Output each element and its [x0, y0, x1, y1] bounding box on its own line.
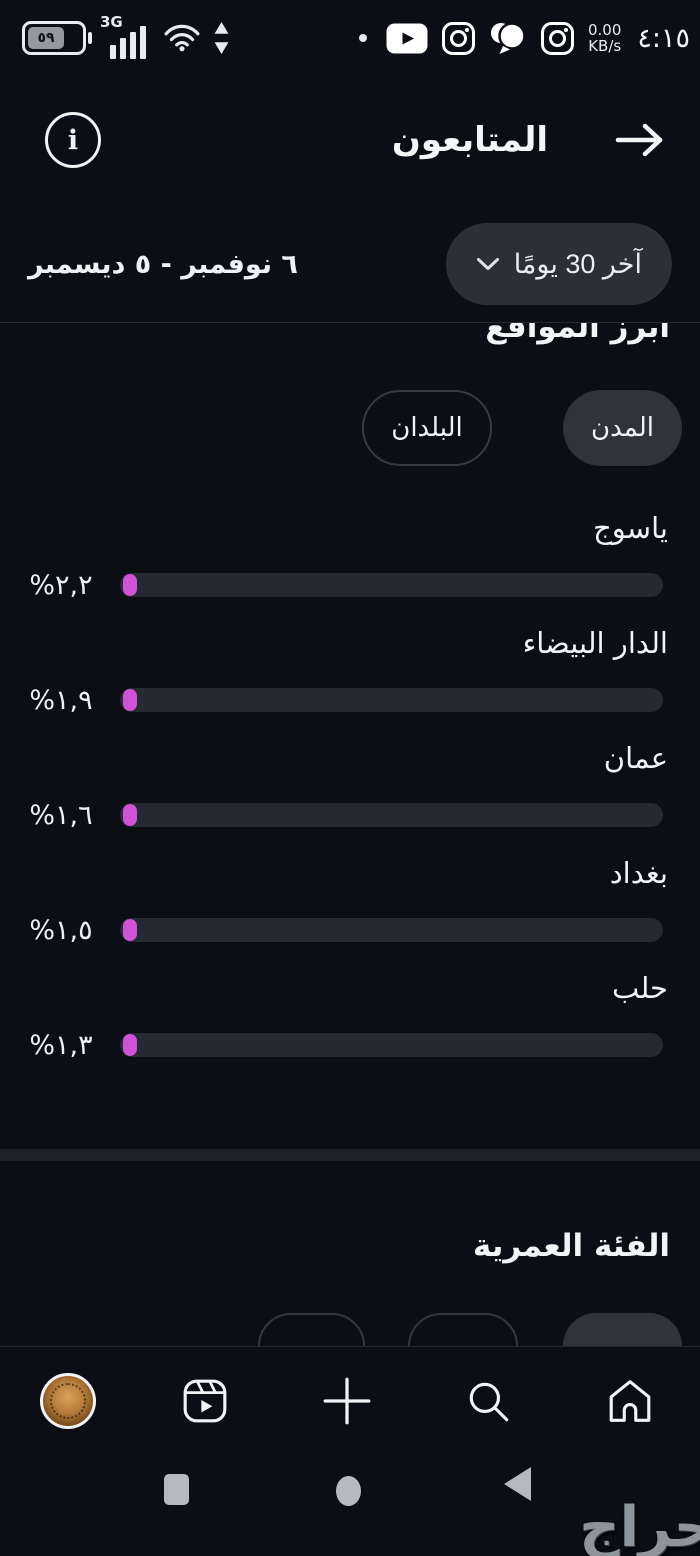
city-bar: %١,٩ [0, 685, 700, 716]
bar-track [120, 573, 663, 597]
bar-track [120, 918, 663, 942]
city-percent: %١,٩ [29, 685, 93, 716]
notification-dot-icon [358, 34, 367, 42]
wifi-icon [164, 24, 200, 52]
bar-track [120, 688, 663, 712]
instagram-icon [540, 21, 574, 55]
page-title: المتابعون [391, 120, 548, 160]
city-percent: %١,٦ [29, 800, 93, 831]
status-bar: ٥٩ 3G [0, 0, 700, 70]
city-bar: %٢,٢ [0, 570, 700, 601]
info-icon: i [67, 124, 79, 156]
bar-fill [123, 804, 137, 826]
home-button[interactable] [602, 1373, 658, 1429]
plus-icon [323, 1377, 371, 1425]
city-name: ياسوج [593, 511, 668, 545]
bar-fill [123, 1034, 137, 1056]
city-percent: %١,٣ [29, 1030, 93, 1061]
location-tabs: المدن البلدان [0, 390, 700, 466]
clock: ٤:١٥ [637, 22, 690, 54]
search-button[interactable] [460, 1373, 516, 1429]
age-tab[interactable] [258, 1313, 365, 1346]
city-row: بغداد %١,٥ [0, 850, 700, 965]
city-percent: %٢,٢ [29, 570, 93, 601]
network-type-label: 3G [100, 13, 123, 31]
haraj-watermark: حراج [579, 1495, 700, 1556]
bottom-navigation [0, 1346, 700, 1459]
back-button[interactable] [612, 120, 668, 160]
age-tab-selected[interactable] [563, 1313, 682, 1346]
reels-icon [183, 1379, 227, 1423]
city-row: حلب %١,٣ [0, 965, 700, 1080]
bar-fill [123, 574, 137, 596]
signal-bars-icon: 3G [100, 13, 150, 62]
header: المتابعون i [0, 104, 700, 176]
date-range-text: ٦ نوفمبر - ٥ ديسمبر [28, 248, 298, 280]
city-bar: %١,٣ [0, 1030, 700, 1061]
chat-bubble-icon [490, 21, 526, 54]
age-tab[interactable] [408, 1313, 518, 1346]
city-name: الدار البيضاء [522, 626, 668, 660]
battery-level: ٥٩ [28, 27, 64, 49]
bar-fill [123, 689, 137, 711]
android-back-button[interactable] [504, 1467, 531, 1501]
instagram-icon [441, 21, 475, 55]
bar-fill [123, 919, 137, 941]
net-speed-value: 0.00 [587, 21, 622, 39]
age-group-title: الفئة العمرية [472, 1228, 670, 1264]
create-post-button[interactable] [319, 1373, 375, 1429]
date-range-dropdown-label: آخر 30 يومًا [513, 248, 642, 279]
city-name: حلب [611, 971, 668, 1005]
city-bar: %١,٦ [0, 800, 700, 831]
battery-icon: ٥٩ [22, 21, 92, 55]
city-row: الدار البيضاء %١,٩ [0, 620, 700, 735]
android-home-button[interactable] [336, 1476, 361, 1506]
tab-countries[interactable]: البلدان [362, 390, 492, 466]
top-locations-section: أبرز المواقع [0, 323, 700, 349]
signal-bars [110, 26, 146, 59]
status-right-cluster: 0.00 KB/s ٤:١٥ [358, 14, 690, 62]
city-percent: %١,٥ [29, 915, 93, 946]
search-icon [469, 1382, 509, 1422]
battery-cap [88, 32, 92, 44]
city-name: بغداد [609, 856, 668, 890]
section-separator [0, 1149, 700, 1161]
profile-button[interactable] [40, 1373, 96, 1429]
network-speed-indicator: 0.00 KB/s [588, 22, 621, 54]
city-name: عمان [603, 741, 668, 775]
recent-apps-button[interactable] [164, 1474, 189, 1505]
status-left-cluster: ٥٩ 3G [22, 13, 229, 62]
date-range-dropdown[interactable]: آخر 30 يومًا [445, 223, 672, 305]
android-navigation-bar: حراج [0, 1458, 700, 1556]
filter-row: آخر 30 يومًا ٦ نوفمبر - ٥ ديسمبر [0, 222, 700, 306]
reels-button[interactable] [177, 1373, 233, 1429]
bar-track [120, 803, 663, 827]
age-group-tabs [0, 1313, 700, 1346]
data-transfer-arrows-icon [214, 22, 229, 54]
youtube-icon [386, 23, 428, 53]
info-button[interactable]: i [45, 112, 101, 168]
battery-outline [22, 21, 86, 55]
net-speed-unit: KB/s [588, 37, 622, 55]
city-row: عمان %١,٦ [0, 735, 700, 850]
top-locations-title: أبرز المواقع [485, 323, 670, 345]
tab-cities[interactable]: المدن [563, 390, 682, 466]
home-icon [609, 1380, 651, 1422]
avatar [40, 1373, 96, 1429]
chevron-down-icon [476, 257, 499, 270]
city-row: ياسوج %٢,٢ [0, 505, 700, 620]
section-divider [0, 322, 700, 323]
city-bar: %١,٥ [0, 915, 700, 946]
arrow-right-icon [615, 123, 663, 157]
bar-track [120, 1033, 663, 1057]
